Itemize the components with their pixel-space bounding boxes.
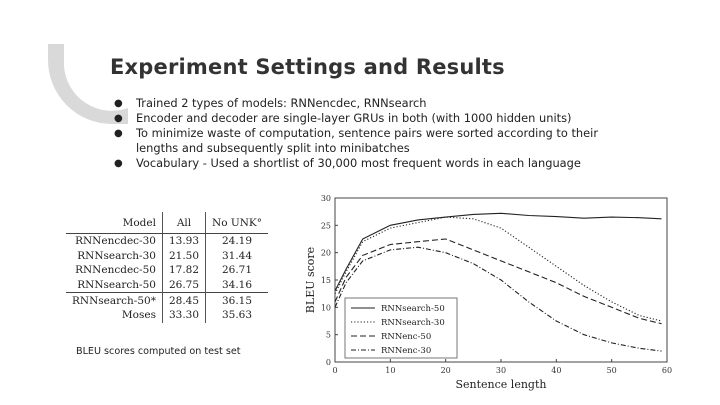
table-caption: BLEU scores computed on test set: [76, 346, 241, 357]
decorative-arc-icon: [48, 44, 128, 124]
y-tick-label: 20: [321, 249, 331, 258]
bullet-text: Vocabulary - Used a shortlist of 30,000 …: [136, 156, 581, 170]
column-header-all: All: [162, 212, 207, 234]
bullet-list: ● Trained 2 types of models: RNNencdec, R…: [112, 96, 632, 171]
cell-no-unk: 34.16: [221, 279, 253, 292]
y-tick-label: 15: [321, 276, 331, 285]
cell-model: RNNencdec-50: [66, 263, 163, 278]
cell-no-unk: 35.63: [221, 309, 253, 322]
x-tick-label: 50: [607, 366, 617, 375]
bullet-text: Encoder and decoder are single-layer GRU…: [136, 111, 572, 125]
cell-all: 13.93: [162, 233, 207, 249]
legend-label: RNNsearch-30: [381, 318, 445, 328]
table-row: RNNencdec-30 13.93 24.19: [66, 233, 268, 249]
y-tick-label: 5: [326, 331, 331, 340]
bullet-dot-icon: ●: [114, 128, 123, 139]
bullet-dot-icon: ●: [114, 113, 123, 124]
cell-model: RNNencdec-30: [66, 233, 163, 249]
column-header-model: Model: [66, 212, 163, 234]
x-tick-label: 0: [332, 366, 337, 375]
column-header-no-unk: No UNK°: [205, 212, 269, 234]
cell-all: 28.45: [162, 292, 207, 308]
bullet-text: To minimize waste of computation, senten…: [136, 126, 599, 155]
cell-all: 21.50: [162, 248, 207, 264]
legend-label: RNNsearch-50: [381, 304, 445, 314]
bullet-text: Trained 2 types of models: RNNencdec, RN…: [136, 96, 427, 110]
cell-all: 26.75: [162, 277, 207, 293]
x-tick-label: 60: [662, 366, 672, 375]
x-tick-label: 40: [551, 366, 561, 375]
table-row: Moses 33.30 35.63: [66, 307, 268, 323]
cell-no-unk: 24.19: [221, 235, 253, 248]
cell-model: RNNsearch-50*: [66, 292, 163, 308]
x-tick-label: 20: [441, 366, 451, 375]
cell-no-unk: 31.44: [221, 249, 253, 262]
y-tick-label: 25: [321, 221, 331, 230]
legend-label: RNNenc-30: [381, 346, 431, 356]
series-line-rnnsearch-30: [334, 216, 662, 322]
cell-model: RNNsearch-30: [66, 248, 163, 264]
cell-no-unk: 26.71: [221, 264, 253, 277]
bleu-results-table: Model All No UNK° RNNencdec-30 13.93 24.…: [66, 212, 269, 323]
y-tick-label: 0: [326, 358, 331, 367]
table-row: RNNsearch-50 26.75 34.16: [66, 277, 268, 293]
legend-label: RNNenc-50: [381, 332, 431, 342]
y-tick-label: 10: [321, 303, 331, 312]
bullet-dot-icon: ●: [114, 158, 123, 169]
y-axis-label: BLEU score: [304, 247, 317, 313]
bullet-item: ● Trained 2 types of models: RNNencdec, R…: [112, 96, 632, 111]
cell-no-unk: 36.15: [205, 292, 269, 308]
cell-model: RNNsearch-50: [66, 277, 163, 293]
cell-all: 17.82: [162, 263, 207, 278]
cell-model: Moses: [66, 307, 163, 323]
bullet-item: ● To minimize waste of computation, sente…: [112, 126, 632, 156]
bullet-item: ● Vocabulary - Used a shortlist of 30,000…: [112, 156, 632, 171]
table-header-row: Model All No UNK°: [66, 212, 269, 234]
bleu-vs-length-chart: 0 10 20 30 40 50 60 0 5 10 15 20 25 30 Sentence length…: [304, 194, 672, 391]
slide-title: Experiment Settings and Results: [110, 55, 505, 79]
cell-all: 33.30: [162, 307, 207, 323]
table-row: RNNsearch-50* 28.45 36.15: [66, 292, 269, 308]
bullet-dot-icon: ●: [114, 98, 123, 109]
x-axis-label: Sentence length: [456, 378, 547, 391]
table-row: RNNsearch-30 21.50 31.44: [66, 248, 268, 264]
y-tick-label: 30: [321, 194, 331, 203]
x-tick-label: 10: [385, 366, 395, 375]
x-tick-label: 30: [496, 366, 506, 375]
series-line-rnnenc-50: [334, 238, 662, 325]
table-row: RNNencdec-50 17.82 26.71: [66, 263, 268, 278]
bullet-item: ● Encoder and decoder are single-layer GR…: [112, 111, 632, 126]
series-line-rnnsearch-50: [334, 212, 662, 292]
